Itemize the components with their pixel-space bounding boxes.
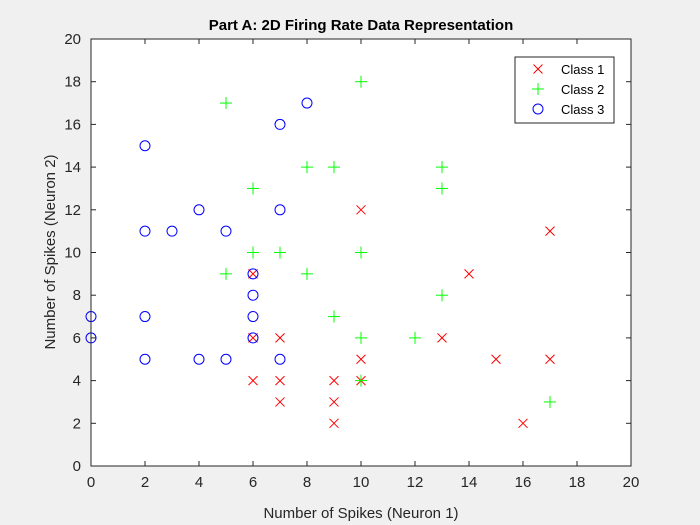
plot-frame: [90, 38, 632, 467]
data-point: [166, 225, 178, 237]
x-tick-label: 4: [195, 474, 203, 491]
data-point: [274, 204, 286, 216]
data-point: [356, 204, 366, 215]
data-point: [355, 331, 367, 344]
legend: Class 1 Class 2 Class 3: [514, 56, 615, 124]
data-point: [274, 118, 286, 130]
data-point: [301, 161, 313, 174]
data-point: [356, 354, 366, 365]
legend-marker: [532, 83, 544, 95]
data-point: [247, 268, 259, 280]
data-point: [355, 246, 367, 259]
x-tick-label: 14: [461, 474, 478, 491]
x-tick-label: 18: [569, 474, 586, 491]
y-tick-label: 18: [64, 74, 81, 91]
x-tick-label: 16: [515, 474, 532, 491]
data-point: [409, 331, 421, 344]
data-point: [544, 395, 556, 408]
axis-ticks: 0 2 4 6 8 10 12 14 16 18 20 0 2 4 6 8 10 12 14 16 18 20: [64, 31, 639, 491]
y-axis-label: Number of Spikes (Neuron 2): [42, 154, 59, 349]
data-point: [220, 353, 232, 365]
x-tick-label: 6: [249, 474, 257, 491]
y-tick-label: 8: [73, 287, 81, 304]
y-tick-label: 12: [64, 202, 81, 219]
data-points: [85, 75, 556, 429]
data-point: [274, 246, 286, 259]
data-point: [518, 418, 528, 429]
y-tick-label: 6: [73, 330, 81, 347]
data-point: [545, 354, 555, 365]
data-point: [275, 375, 285, 386]
legend-marker: [532, 103, 544, 115]
data-point: [275, 333, 285, 343]
data-point: [491, 354, 501, 365]
data-point: [193, 204, 205, 216]
data-point: [247, 289, 259, 301]
data-point: [328, 161, 340, 174]
data-point: [220, 225, 232, 237]
data-point: [248, 375, 258, 386]
data-point: [355, 374, 367, 387]
data-point: [247, 246, 259, 259]
legend-label: Class 3: [561, 102, 604, 117]
data-point: [248, 333, 258, 343]
data-point: [436, 161, 448, 174]
data-point: [247, 182, 259, 195]
y-tick-label: 2: [73, 415, 81, 432]
data-point: [247, 332, 259, 344]
data-point: [193, 353, 205, 365]
data-point: [139, 353, 151, 365]
data-point: [275, 397, 285, 407]
legend-box: [514, 56, 615, 124]
data-point: [436, 289, 448, 302]
x-tick-label: 12: [407, 474, 424, 491]
data-point: [464, 268, 474, 279]
data-point: [437, 333, 447, 343]
legend-marker: [533, 64, 543, 74]
series-class-2: [220, 75, 556, 408]
y-tick-label: 10: [64, 245, 81, 262]
data-point: [220, 97, 232, 110]
data-point: [329, 375, 339, 386]
x-tick-label: 0: [87, 474, 95, 491]
x-axis-label: Number of Spikes (Neuron 1): [263, 505, 458, 522]
data-point: [274, 353, 286, 365]
data-point: [301, 267, 313, 280]
y-tick-label: 14: [64, 159, 81, 176]
data-point: [139, 140, 151, 152]
data-point: [248, 268, 258, 279]
data-point: [301, 97, 313, 109]
data-point: [329, 418, 339, 429]
data-point: [329, 397, 339, 407]
legend-label: Class 2: [561, 82, 604, 97]
data-point: [139, 311, 151, 323]
legend-label: Class 1: [561, 62, 604, 77]
y-tick-label: 20: [64, 31, 81, 48]
data-point: [247, 311, 259, 323]
x-tick-label: 8: [303, 474, 311, 491]
data-point: [545, 226, 555, 237]
y-tick-label: 16: [64, 116, 81, 133]
chart-title: Part A: 2D Firing Rate Data Representati…: [209, 17, 514, 34]
data-point: [139, 225, 151, 237]
y-tick-label: 4: [73, 373, 81, 390]
data-point: [328, 310, 340, 323]
x-tick-label: 10: [353, 474, 370, 491]
data-point: [220, 267, 232, 280]
y-tick-label: 0: [73, 458, 81, 475]
data-point: [355, 75, 367, 88]
x-tick-label: 2: [141, 474, 149, 491]
data-point: [436, 182, 448, 195]
x-tick-label: 20: [623, 474, 640, 491]
